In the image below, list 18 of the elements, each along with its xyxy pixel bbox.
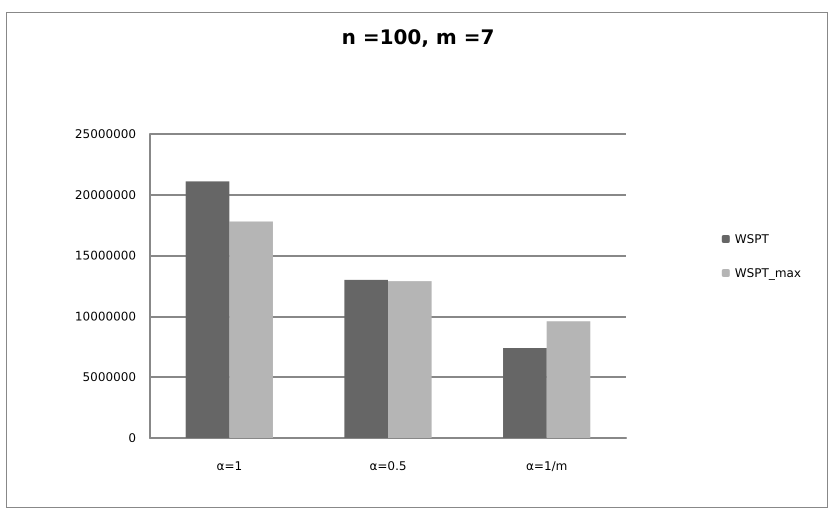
x-tick-label: α=1 bbox=[216, 459, 242, 473]
bar bbox=[344, 280, 388, 438]
bar bbox=[186, 181, 230, 438]
y-tick-label: 20000000 bbox=[74, 188, 136, 202]
y-tick-label: 10000000 bbox=[74, 309, 136, 324]
chart-title: n =100, m =7 bbox=[342, 25, 494, 49]
bar bbox=[546, 321, 590, 438]
y-tick-label: 5000000 bbox=[82, 370, 136, 384]
legend-label: WSPT_max bbox=[734, 266, 802, 280]
bar bbox=[229, 222, 273, 438]
y-tick-label: 15000000 bbox=[74, 248, 136, 263]
x-tick-label: α=1/m bbox=[526, 459, 568, 473]
y-tick-label: 0 bbox=[128, 431, 136, 445]
bar bbox=[388, 281, 432, 438]
y-tick-label: 25000000 bbox=[74, 127, 136, 141]
legend-label: WSPT bbox=[734, 232, 770, 246]
bar bbox=[503, 348, 547, 438]
x-tick-label: α=0.5 bbox=[369, 459, 407, 473]
